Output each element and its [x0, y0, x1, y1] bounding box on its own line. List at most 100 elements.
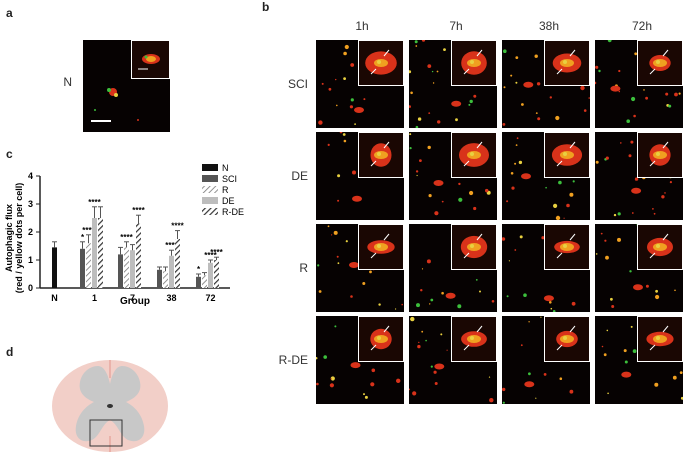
x-tick-label: 7: [130, 293, 135, 303]
micrograph-r-38h: [501, 224, 590, 313]
row-label-r-de: R-DE: [278, 353, 308, 367]
micrograph-inset-r-de-7h: [451, 316, 497, 362]
micrograph-inset-r-de-1h: [358, 316, 404, 362]
y-tick-label: 1: [28, 255, 33, 265]
bar-SCI-7: [118, 254, 123, 288]
significance-marker: ****: [210, 248, 223, 257]
micrograph-inset-de-1h: [358, 132, 404, 178]
y-axis-label-line1: Autophagic flux: [4, 204, 14, 272]
bar-DE-72: [208, 262, 213, 288]
legend-swatch-N: [202, 164, 218, 171]
bar-R-38: [163, 271, 168, 288]
bar-R-DE-72: [214, 260, 219, 288]
micrograph-inset-sci-7h: [451, 40, 497, 86]
micrograph-r-72h: [595, 223, 683, 312]
micrograph-sci-1h: [316, 40, 404, 128]
micrograph-inset-sci-72h: [637, 40, 683, 86]
central-canal: [107, 404, 113, 408]
row-label-sci: SCI: [287, 77, 308, 91]
row-label-r: R: [299, 261, 308, 275]
micrograph-de-1h: [316, 130, 404, 220]
micrograph-r-de-38h: [502, 316, 590, 404]
micrograph-inset-sci-38h: [544, 40, 590, 86]
micrograph-inset-r-72h: [637, 224, 683, 270]
y-axis-label-line2: (red / yellow dots per cell): [14, 183, 24, 294]
micrograph-r-de-1h: [315, 316, 404, 404]
significance-marker: ****: [132, 206, 145, 215]
bar-SCI-72: [196, 276, 201, 288]
significance-marker: ****: [88, 198, 101, 207]
legend-label-SCI: SCI: [222, 174, 237, 184]
col-label-38h: 38h: [538, 19, 560, 33]
micrograph-de-7h: [409, 132, 497, 220]
bar-DE-7: [130, 250, 135, 288]
col-label-72h: 72h: [631, 19, 653, 33]
panel-a-inset: [131, 40, 170, 79]
bar-R-DE-1: [98, 218, 103, 288]
row-label-de: DE: [291, 169, 308, 183]
micrograph-r-1h: [316, 224, 404, 312]
y-tick-label: 0: [28, 283, 33, 293]
micrograph-sci-38h: [502, 40, 590, 128]
significance-marker: ****: [204, 251, 217, 260]
x-axis-label: Group: [120, 296, 150, 307]
legend-swatch-R-DE: [202, 208, 218, 215]
micrograph-inset-r-38h: [544, 224, 590, 270]
panel-a-row-label: N: [63, 75, 72, 89]
panel-a-label: a: [6, 6, 13, 20]
panel-a-micrograph: [83, 40, 170, 132]
significance-marker: ****: [120, 233, 133, 242]
bar-R-7: [124, 247, 129, 288]
bar-R-DE-38: [175, 239, 180, 288]
micrograph-de-38h: [502, 132, 590, 221]
legend-label-N: N: [222, 163, 229, 173]
bar-DE-1: [92, 218, 97, 288]
x-tick-label: 38: [166, 293, 176, 303]
micrograph-inset-r-de-72h: [637, 316, 683, 362]
legend-label-R: R: [222, 185, 229, 195]
micrograph-inset-sci-1h: [358, 40, 404, 86]
col-label-7h: 7h: [449, 19, 463, 33]
region-of-interest-box: [89, 419, 123, 447]
micrograph-r-7h: [409, 223, 498, 312]
significance-marker: ****: [171, 222, 184, 231]
micrograph-sci-72h: [593, 38, 683, 128]
legend-swatch-R: [202, 186, 218, 193]
micrograph-sci-7h: [408, 38, 497, 129]
x-tick-label: N: [51, 293, 58, 303]
significance-marker: ****: [82, 226, 95, 235]
micrograph-inset-de-7h: [451, 132, 497, 178]
panel-c-label: c: [6, 147, 13, 161]
y-tick-label: 4: [28, 171, 33, 181]
bar-R-DE-7: [136, 223, 141, 288]
legend-label-DE: DE: [222, 196, 235, 206]
micrograph-inset-de-72h: [637, 132, 683, 178]
y-tick-label: 3: [28, 199, 33, 209]
panel-b-label: b: [262, 0, 270, 14]
legend-swatch-SCI: [202, 175, 218, 182]
bar-R-72: [202, 275, 207, 288]
x-tick-label: 72: [205, 293, 215, 303]
micrograph-de-72h: [595, 131, 683, 220]
x-tick-label: 1: [92, 293, 97, 303]
micrograph-r-de-72h: [595, 316, 684, 404]
significance-marker: *: [81, 233, 85, 242]
bar-DE-38: [169, 255, 174, 288]
panel-d-label: d: [6, 345, 14, 359]
legend-label-R-DE: R-DE: [222, 207, 244, 217]
micrograph-inset-r-7h: [451, 224, 497, 270]
micrograph-inset-r-1h: [358, 224, 404, 270]
significance-marker: *: [197, 265, 201, 274]
bar-N: [52, 247, 57, 288]
y-tick-label: 2: [28, 227, 33, 237]
significance-marker: ****: [165, 241, 178, 250]
bar-SCI-38: [157, 269, 162, 288]
micrograph-inset-de-38h: [544, 132, 590, 178]
bar-SCI-1: [80, 248, 85, 288]
legend-swatch-DE: [202, 197, 218, 204]
micrograph-inset-r-de-38h: [544, 316, 590, 362]
autophagic-flux-chart: Autophagic flux (red / yellow dots per c…: [4, 163, 244, 307]
bar-R-1: [86, 243, 91, 288]
gray-matter: [75, 366, 145, 442]
spinal-cord-diagram: [52, 360, 168, 452]
